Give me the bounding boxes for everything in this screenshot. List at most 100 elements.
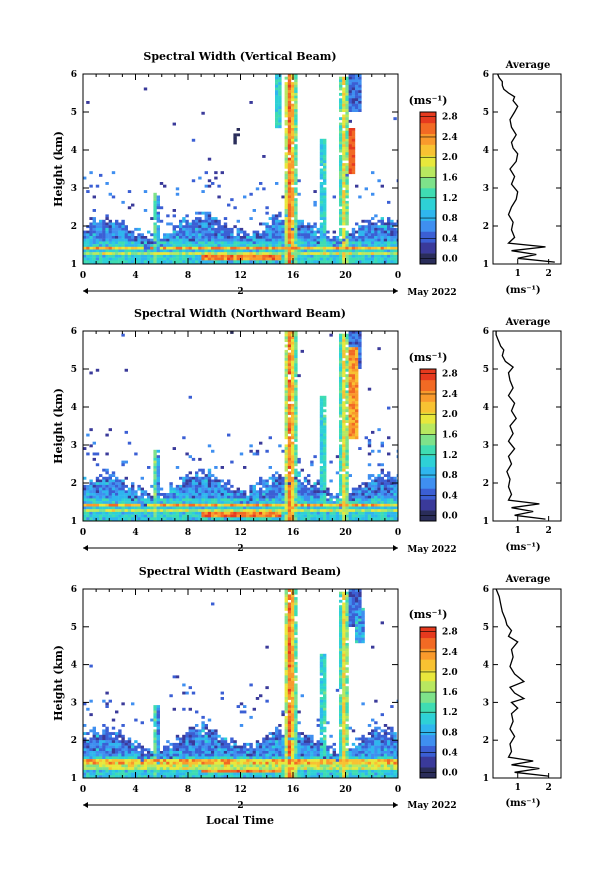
heatmap-cell <box>243 490 247 494</box>
heatmap-cell <box>383 511 388 515</box>
heatmap-cell <box>252 241 256 245</box>
heatmap-cell <box>211 257 215 261</box>
heatmap-cell <box>147 509 151 513</box>
heatmap-cell <box>227 487 231 491</box>
heatmap-cell <box>102 246 106 250</box>
heatmap-cell <box>351 414 356 418</box>
heatmap-cell <box>102 742 106 746</box>
heatmap-cell <box>262 244 266 247</box>
heatmap-cell <box>220 246 224 250</box>
heatmap-cell <box>111 225 116 229</box>
heatmap-cell <box>89 495 93 499</box>
heatmap-cell <box>291 227 295 231</box>
heatmap-cell <box>355 79 359 83</box>
heatmap-cell <box>207 244 212 247</box>
heatmap-cell <box>252 209 256 212</box>
heatmap-cell <box>118 498 122 502</box>
heatmap-cell <box>287 117 292 121</box>
heatmap-cell <box>297 260 301 264</box>
y-tick-label: 2 <box>71 479 77 489</box>
heatmap-cell <box>310 227 314 231</box>
y-tick-label: 4 <box>71 403 77 413</box>
heatmap-cell <box>351 257 356 261</box>
heatmap-cell <box>115 756 119 760</box>
heatmap-cell <box>284 211 288 215</box>
heatmap-cell <box>134 759 138 762</box>
heatmap-cell <box>342 382 346 386</box>
heatmap-cell <box>275 222 279 226</box>
heatmap-cell <box>316 249 320 253</box>
heatmap-cell <box>345 122 349 126</box>
heatmap-cell <box>278 114 282 118</box>
heatmap-cell <box>319 176 324 180</box>
heatmap-cell <box>147 511 151 515</box>
heatmap-cell <box>239 249 244 253</box>
heatmap-cell <box>115 484 119 488</box>
heatmap-cell <box>323 241 327 245</box>
heatmap-cell <box>351 236 356 239</box>
heatmap-cell <box>371 233 375 237</box>
heatmap-cell <box>259 182 263 185</box>
heatmap-cell <box>291 241 295 245</box>
heatmap-cell <box>220 233 224 237</box>
heatmap-cell <box>323 420 327 423</box>
heatmap-cell <box>287 254 292 258</box>
heatmap-cell <box>108 748 112 752</box>
heatmap-cell <box>291 206 295 210</box>
heatmap-cell <box>140 252 144 256</box>
heatmap-cell <box>217 244 221 247</box>
heatmap-cell <box>291 387 295 391</box>
heatmap-cell <box>377 506 381 510</box>
heatmap-cell <box>323 173 327 177</box>
heatmap-cell <box>351 428 356 432</box>
heatmap-cell <box>99 257 103 261</box>
heatmap-cell <box>115 498 119 502</box>
heatmap-cell <box>185 254 189 258</box>
heatmap-cell <box>227 514 231 518</box>
heatmap-cell <box>143 506 148 510</box>
heatmap-cell <box>291 414 295 418</box>
heatmap-cell <box>236 517 240 521</box>
heatmap-cell <box>220 517 224 521</box>
heatmap-cell <box>99 517 103 521</box>
heatmap-cell <box>297 490 301 494</box>
heatmap-cell <box>185 260 189 264</box>
heatmap-cell <box>345 493 349 496</box>
heatmap-cell <box>204 503 208 507</box>
heatmap-cell <box>179 495 183 499</box>
heatmap-cell <box>153 457 157 461</box>
heatmap-cell <box>281 225 285 229</box>
heatmap-cell <box>275 98 279 102</box>
heatmap-cell <box>348 74 352 77</box>
heatmap-cell <box>249 252 253 256</box>
heatmap-cell <box>339 363 343 367</box>
heatmap-cell <box>348 495 352 499</box>
heatmap-cell <box>252 260 256 264</box>
heatmap-cell <box>275 498 279 502</box>
heatmap-cell <box>323 449 327 453</box>
heatmap-cell <box>207 482 212 486</box>
heatmap-cell <box>169 252 173 256</box>
heatmap-cell <box>383 238 388 242</box>
heatmap-cell <box>140 249 144 253</box>
heatmap-cell <box>355 106 359 110</box>
heatmap-cell <box>102 503 106 507</box>
heatmap-cell <box>294 511 298 515</box>
heatmap-cell <box>195 217 199 220</box>
heatmap-cell <box>345 146 349 150</box>
heatmap-cell <box>105 484 109 488</box>
heatmap-cell <box>275 482 279 486</box>
heatmap-cell <box>153 487 157 491</box>
heatmap-cell <box>111 737 116 741</box>
heatmap-cell <box>294 433 298 437</box>
heatmap-cell <box>182 509 186 513</box>
heatmap-cell <box>374 498 378 502</box>
heatmap-cell <box>150 233 154 237</box>
heatmap-cell <box>115 501 119 504</box>
heatmap-cell <box>275 257 279 261</box>
heatmap-cell <box>393 482 397 486</box>
heatmap-cell <box>300 236 304 239</box>
heatmap-cell <box>233 141 237 145</box>
heatmap-cell <box>345 192 349 196</box>
heatmap-cell <box>291 455 295 459</box>
